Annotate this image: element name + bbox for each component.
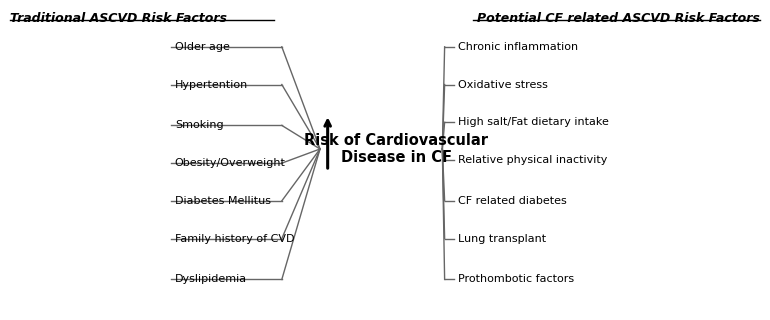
- Text: Family history of CVD: Family history of CVD: [175, 234, 294, 244]
- Text: Traditional ASCVD Risk Factors: Traditional ASCVD Risk Factors: [11, 12, 227, 25]
- Text: Older age: Older age: [175, 42, 229, 52]
- Text: Risk of Cardiovascular
Disease in CF: Risk of Cardiovascular Disease in CF: [304, 133, 488, 165]
- Text: Dyslipidemia: Dyslipidemia: [175, 275, 247, 284]
- Text: Hypertention: Hypertention: [175, 80, 248, 90]
- Text: Oxidative stress: Oxidative stress: [457, 80, 547, 90]
- Text: Obesity/Overweight: Obesity/Overweight: [175, 158, 286, 168]
- Text: CF related diabetes: CF related diabetes: [457, 196, 567, 206]
- Text: Chronic inflammation: Chronic inflammation: [457, 42, 578, 52]
- Text: Prothombotic factors: Prothombotic factors: [457, 275, 574, 284]
- Text: Smoking: Smoking: [175, 120, 223, 131]
- Text: Potential CF related ASCVD Risk Factors: Potential CF related ASCVD Risk Factors: [477, 12, 759, 25]
- Text: Diabetes Mellitus: Diabetes Mellitus: [175, 196, 271, 206]
- Text: Relative physical inactivity: Relative physical inactivity: [457, 155, 607, 165]
- Text: Lung transplant: Lung transplant: [457, 234, 546, 244]
- Text: High salt/Fat dietary intake: High salt/Fat dietary intake: [457, 117, 608, 127]
